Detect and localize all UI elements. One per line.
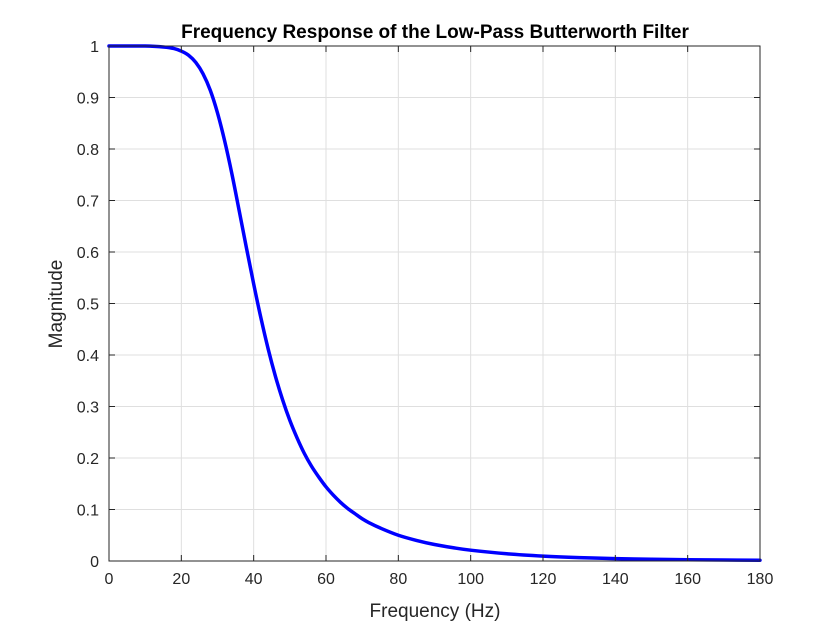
y-tick-label: 0.8	[77, 142, 99, 159]
x-tick-label: 60	[317, 571, 335, 588]
y-tick-label: 0.9	[77, 91, 99, 108]
series-layer	[107, 44, 762, 562]
y-axis-label: Magnitude	[46, 260, 67, 349]
y-tick-label: 0.5	[77, 297, 99, 314]
chart-title: Frequency Response of the Low-Pass Butte…	[181, 22, 689, 43]
x-axis-label: Frequency (Hz)	[370, 601, 501, 622]
x-tick-label: 180	[747, 571, 774, 588]
x-tick-label: 20	[172, 571, 190, 588]
y-tick-label: 1	[90, 39, 99, 56]
series-line	[107, 44, 762, 562]
y-tick-label: 0.4	[77, 348, 99, 365]
x-tick-label: 0	[105, 571, 114, 588]
x-tick-label: 40	[245, 571, 263, 588]
y-tick-label: 0.2	[77, 451, 99, 468]
x-tick-label: 140	[602, 571, 629, 588]
x-tick-label: 80	[389, 571, 407, 588]
x-tick-label: 120	[530, 571, 557, 588]
y-tick-label: 0.1	[77, 503, 99, 520]
y-tick-label: 0.7	[77, 194, 99, 211]
axis-ticks: 0 20 40 60 80 100 120 140 160 180 0 0.1 0.2 0.3 0.4 0.5…	[77, 39, 774, 588]
y-tick-label: 0	[90, 554, 99, 571]
y-tick-label: 0.6	[77, 245, 99, 262]
x-tick-label: 160	[674, 571, 701, 588]
x-tick-label: 100	[457, 571, 484, 588]
y-tick-label: 0.3	[77, 400, 99, 417]
